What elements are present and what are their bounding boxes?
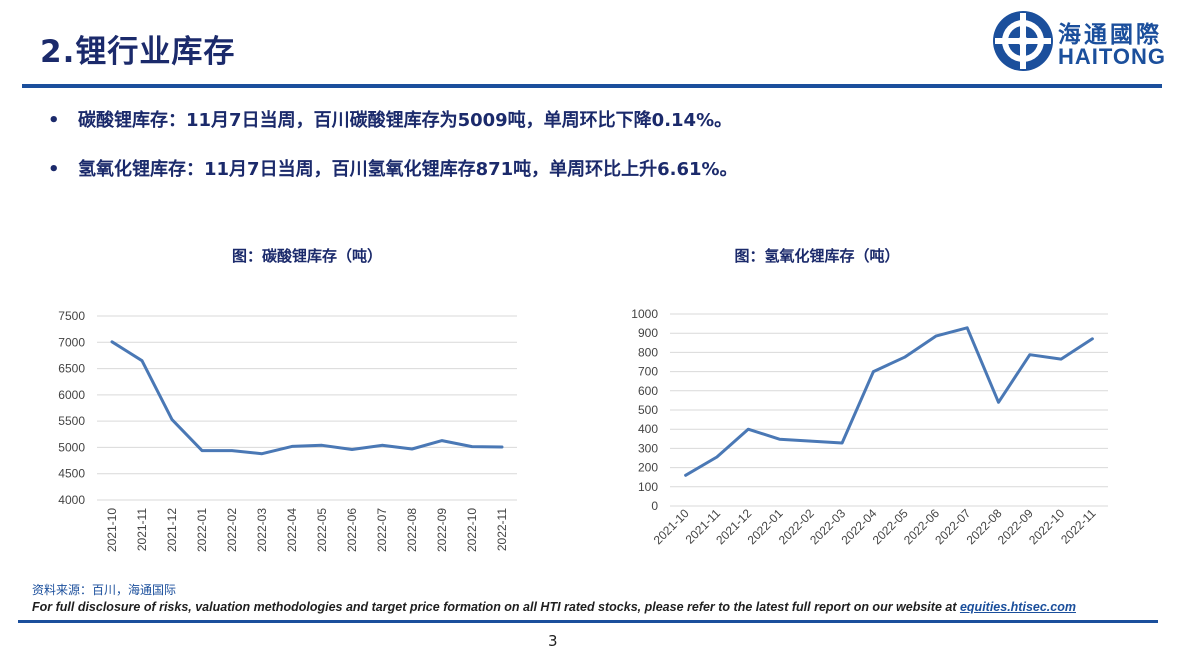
- y-tick-label: 7500: [58, 309, 85, 323]
- y-tick-label: 5500: [58, 414, 85, 428]
- data-point: [997, 401, 1000, 404]
- bullet-text: 碳酸锂库存：11月7日当周，百川碳酸锂库存为5009吨，单周环比下降0.14%。: [78, 110, 733, 131]
- series-line: [110, 340, 504, 456]
- y-tick-label: 5000: [58, 440, 85, 454]
- x-tick-label: 2022-11: [495, 508, 509, 551]
- y-tick-label: 6000: [58, 388, 85, 402]
- data-point: [934, 334, 938, 338]
- chart-title-hydroxide: 图：氢氧化锂库存（吨）: [734, 247, 900, 265]
- data-point: [966, 326, 969, 330]
- bullet-dot-icon: •: [48, 110, 60, 131]
- x-tick-label: 2022-02: [225, 508, 239, 552]
- source-note: 资料来源：百川，海通国际: [32, 583, 177, 597]
- data-point: [903, 356, 906, 359]
- data-point: [778, 437, 781, 441]
- data-point: [1059, 357, 1063, 361]
- disclosure-link[interactable]: equities.htisec.com: [959, 600, 1076, 614]
- page-number: 3: [548, 632, 558, 650]
- x-tick-label: 2022-01: [195, 508, 209, 552]
- data-point: [500, 445, 504, 449]
- y-tick-label: 4500: [58, 467, 85, 481]
- x-tick-label: 2022-07: [375, 508, 389, 552]
- x-tick-label: 2022-09: [435, 508, 449, 552]
- haitong-logo: 海通國際 HAITONG: [990, 8, 1170, 74]
- bullet-lithium-hydroxide: • 氢氧化锂库存：11月7日当周，百川氢氧化锂库存871吨，单周环比上升6.61%…: [48, 155, 738, 181]
- bullet-dot-icon: •: [48, 159, 60, 180]
- x-tick-label: 2022-10: [465, 508, 479, 552]
- footer-rule: [18, 620, 1158, 623]
- data-point: [715, 455, 719, 459]
- y-tick-label: 200: [638, 461, 658, 475]
- logo-text-en: HAITONG: [1058, 44, 1167, 69]
- x-tick-label: 2022-04: [285, 508, 299, 552]
- bullet-lithium-carbonate: • 碳酸锂库存：11月7日当周，百川碳酸锂库存为5009吨，单周环比下降0.14%…: [48, 106, 732, 132]
- data-point: [872, 370, 875, 373]
- x-tick-label: 2022-05: [315, 508, 329, 552]
- chart-title-carbonate: 图：碳酸锂库存（吨）: [231, 247, 382, 265]
- y-tick-label: 900: [638, 326, 658, 340]
- x-tick-label: 2022-08: [405, 508, 419, 552]
- data-point: [747, 428, 750, 431]
- data-point: [1091, 337, 1094, 340]
- data-point: [290, 445, 294, 448]
- x-tick-label: 2021-12: [165, 508, 179, 552]
- bullet-text: 氢氧化锂库存：11月7日当周，百川氢氧化锂库存871吨，单周环比上升6.61%。: [78, 159, 738, 180]
- data-point: [230, 449, 234, 452]
- data-point: [260, 452, 264, 455]
- x-tick-label: 2021-11: [135, 508, 149, 551]
- disclosure-text: For full disclosure of risks, valuation …: [32, 600, 960, 614]
- data-point: [140, 359, 144, 362]
- data-point: [410, 447, 414, 451]
- y-tick-label: 700: [638, 365, 658, 379]
- data-point: [684, 474, 687, 477]
- y-tick-label: 4000: [58, 493, 85, 507]
- data-point: [200, 449, 204, 452]
- disclosure-note: For full disclosure of risks, valuation …: [32, 600, 1076, 614]
- haitong-emblem-icon: [993, 11, 1053, 71]
- data-point: [380, 444, 384, 447]
- data-point: [470, 445, 474, 448]
- y-tick-label: 400: [638, 422, 658, 436]
- y-tick-label: 100: [638, 480, 658, 494]
- y-tick-label: 6500: [58, 362, 85, 376]
- x-tick-label: 2021-10: [105, 508, 119, 552]
- header-rule: [22, 84, 1162, 88]
- x-tick-label: 2022-11: [1058, 506, 1099, 547]
- x-tick-label: 2022-03: [255, 508, 269, 552]
- slide-title: 2.锂行业库存: [40, 34, 236, 70]
- data-point: [110, 340, 114, 343]
- y-tick-label: 300: [638, 441, 658, 455]
- data-point: [1028, 353, 1031, 356]
- data-point: [440, 439, 444, 442]
- y-tick-label: 7000: [58, 335, 85, 349]
- data-point: [350, 448, 354, 451]
- data-point: [170, 418, 174, 421]
- series-line: [684, 326, 1094, 477]
- data-point: [320, 444, 324, 447]
- x-tick-label: 2022-06: [345, 508, 359, 552]
- data-point: [840, 441, 844, 445]
- y-tick-label: 1000: [631, 307, 658, 321]
- y-tick-label: 0: [651, 499, 658, 513]
- y-tick-label: 600: [638, 384, 658, 398]
- y-tick-label: 500: [638, 403, 658, 417]
- data-point: [809, 439, 812, 443]
- y-tick-label: 800: [638, 345, 658, 359]
- logo-text-cn: 海通國際: [1058, 22, 1162, 48]
